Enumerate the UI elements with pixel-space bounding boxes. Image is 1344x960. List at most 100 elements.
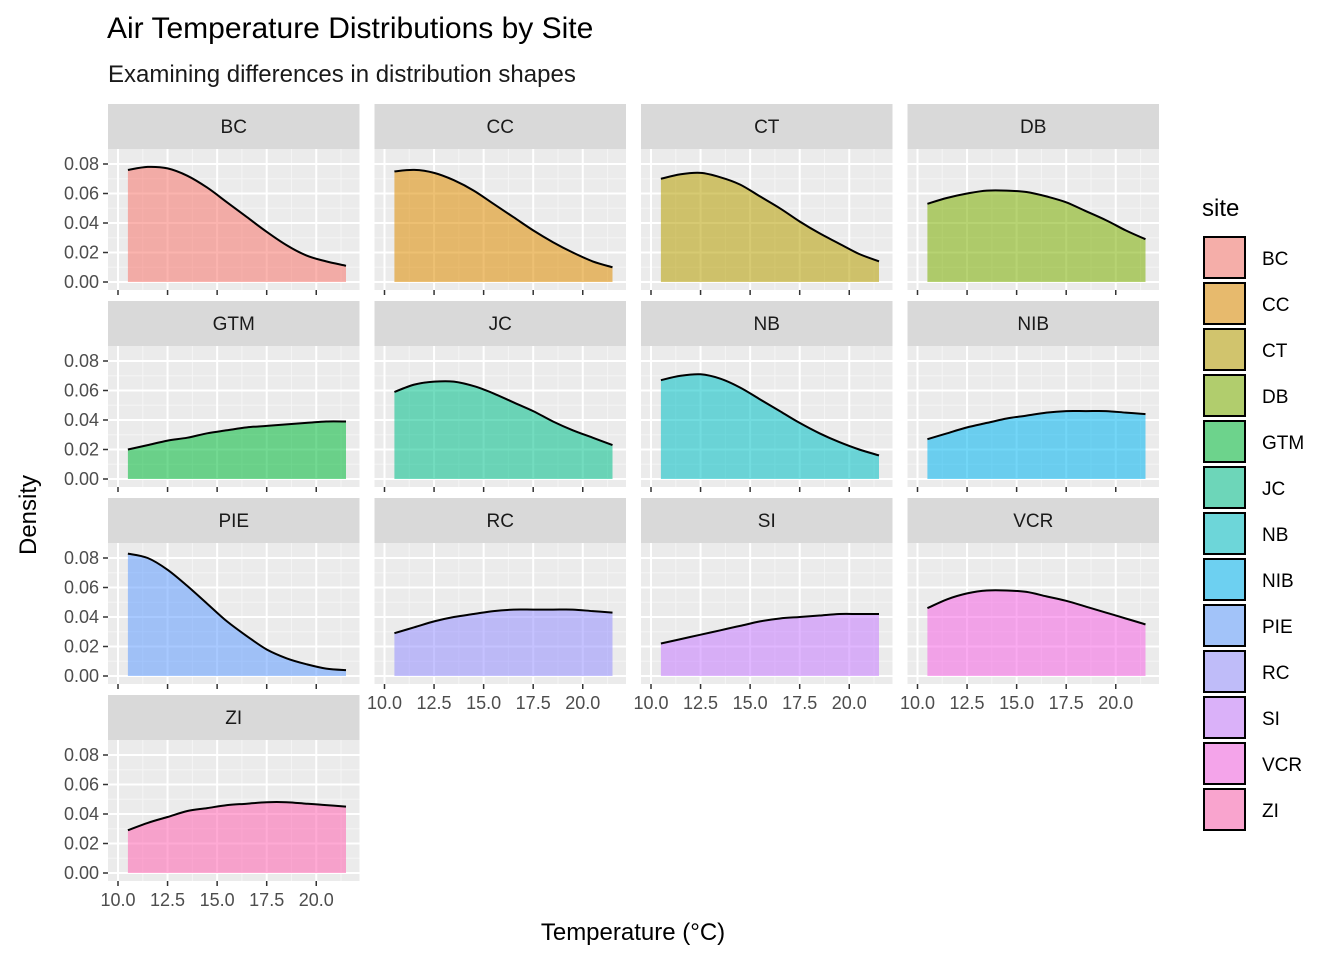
y-tick-label: 0.08	[64, 351, 99, 371]
y-tick-label: 0.04	[64, 804, 99, 824]
legend-swatch	[1203, 512, 1246, 555]
legend-swatch	[1203, 282, 1246, 325]
legend-label: ZI	[1262, 801, 1279, 822]
facet-panel-pie: PIE 0.00 0.02 0.04 0.06 0.08	[64, 498, 360, 689]
facet-strip-label: ZI	[225, 708, 242, 729]
density-area-gtm	[127, 421, 347, 479]
facet-strip	[108, 104, 360, 149]
facet-strip-label: VCR	[1013, 511, 1053, 532]
legend-label: BC	[1262, 249, 1288, 270]
legend-item-vcr: VCR	[1203, 742, 1302, 785]
y-tick-label: 0.02	[64, 637, 99, 657]
y-tick-label: 0.08	[64, 745, 99, 765]
density-area-bc	[127, 166, 347, 282]
y-tick-label: 0.02	[64, 243, 99, 263]
y-tick-label: 0.06	[64, 184, 99, 204]
facet-panel-rc: RC 10.0 12.5 15.0 17.5 20.0	[367, 498, 626, 713]
facet-panel-nb: NB	[641, 301, 893, 492]
density-area-nb	[660, 374, 879, 479]
legend-label: NB	[1262, 525, 1288, 546]
legend-swatch	[1203, 604, 1246, 647]
x-tick-label: 17.5	[1049, 693, 1084, 713]
facet-panel-si: SI 10.0 12.5 15.0 17.5 20.0	[633, 498, 893, 713]
x-tick-label: 17.5	[782, 693, 817, 713]
legend-label: VCR	[1262, 755, 1302, 776]
density-line-cc	[394, 168, 613, 269]
legend-swatch	[1203, 650, 1246, 693]
facet-strip-label: SI	[758, 511, 776, 532]
legend-label: JC	[1262, 479, 1285, 500]
y-tick-label: 0.08	[64, 154, 99, 174]
legend-item-nb: NB	[1203, 512, 1288, 555]
facet-strip	[641, 301, 893, 346]
legend-label: PIE	[1262, 617, 1293, 638]
x-tick-label: 10.0	[900, 693, 935, 713]
density-area-pie	[127, 553, 347, 676]
legend-swatch	[1203, 466, 1246, 509]
legend: site BC CC CT DB GTM JC NB NIB PIE RC SI VCR ZI	[1202, 195, 1304, 831]
y-tick-label: 0.08	[64, 548, 99, 568]
facet-strip-label: BC	[221, 117, 247, 138]
facet-panel-jc: JC	[374, 301, 626, 492]
chart-title: Air Temperature Distributions by Site	[107, 12, 593, 45]
x-tick-label: 17.5	[249, 890, 284, 910]
density-area-jc	[394, 381, 613, 479]
legend-label: CT	[1262, 341, 1288, 362]
legend-item-jc: JC	[1203, 466, 1285, 509]
y-tick-label: 0.00	[64, 666, 99, 686]
x-tick-label: 10.0	[633, 693, 668, 713]
legend-item-zi: ZI	[1203, 788, 1279, 831]
facet-strip-label: RC	[487, 511, 514, 532]
x-tick-label: 20.0	[299, 890, 334, 910]
facet-panel-nib: NIB	[907, 301, 1159, 492]
facet-strip	[641, 104, 893, 149]
density-line-ct	[660, 171, 880, 263]
facet-strip	[641, 498, 893, 543]
legend-item-db: DB	[1203, 374, 1288, 417]
legend-swatch	[1203, 328, 1246, 371]
legend-swatch	[1203, 696, 1246, 739]
facet-strip	[108, 695, 360, 740]
facet-strip	[108, 498, 360, 543]
legend-item-rc: RC	[1203, 650, 1289, 693]
facet-strip	[374, 498, 626, 543]
density-line-si	[660, 612, 879, 645]
density-area-rc	[394, 609, 613, 676]
x-axis-title: Temperature (°C)	[541, 919, 725, 946]
density-area-cc	[394, 169, 613, 282]
density-line-rc	[394, 608, 613, 635]
facet-panel-zi: ZI 0.00 0.02 0.04 0.06 0.08 10.0 12.5 15.0 17.5 20…	[64, 695, 360, 910]
y-axis-title: Density	[15, 475, 42, 555]
x-tick-label: 12.5	[683, 693, 718, 713]
legend-item-ct: CT	[1203, 328, 1288, 371]
legend-label: RC	[1262, 663, 1289, 684]
facet-panel-vcr: VCR 10.0 12.5 15.0 17.5 20.0	[900, 498, 1159, 713]
x-tick-label: 20.0	[565, 693, 600, 713]
density-line-gtm	[127, 420, 347, 451]
legend-title: site	[1202, 195, 1239, 222]
y-tick-label: 0.00	[64, 469, 99, 489]
facet-strip-label: CC	[487, 117, 514, 138]
x-tick-label: 20.0	[1098, 693, 1133, 713]
facet-strip	[374, 301, 626, 346]
y-tick-label: 0.02	[64, 440, 99, 460]
legend-label: DB	[1262, 387, 1288, 408]
legend-item-cc: CC	[1203, 282, 1289, 325]
y-tick-label: 0.00	[64, 863, 99, 883]
facet-strip-label: CT	[754, 117, 780, 138]
y-tick-label: 0.02	[64, 834, 99, 854]
x-tick-label: 10.0	[367, 693, 402, 713]
facet-strip-label: NB	[754, 314, 780, 335]
x-tick-label: 15.0	[466, 693, 501, 713]
legend-item-si: SI	[1203, 696, 1280, 739]
legend-swatch	[1203, 558, 1246, 601]
density-line-pie	[127, 552, 347, 672]
x-tick-label: 20.0	[832, 693, 867, 713]
legend-label: GTM	[1262, 433, 1304, 454]
x-tick-label: 15.0	[200, 890, 235, 910]
legend-item-nib: NIB	[1203, 558, 1294, 601]
x-tick-label: 15.0	[999, 693, 1034, 713]
density-line-zi	[127, 801, 347, 832]
y-tick-label: 0.00	[64, 272, 99, 292]
